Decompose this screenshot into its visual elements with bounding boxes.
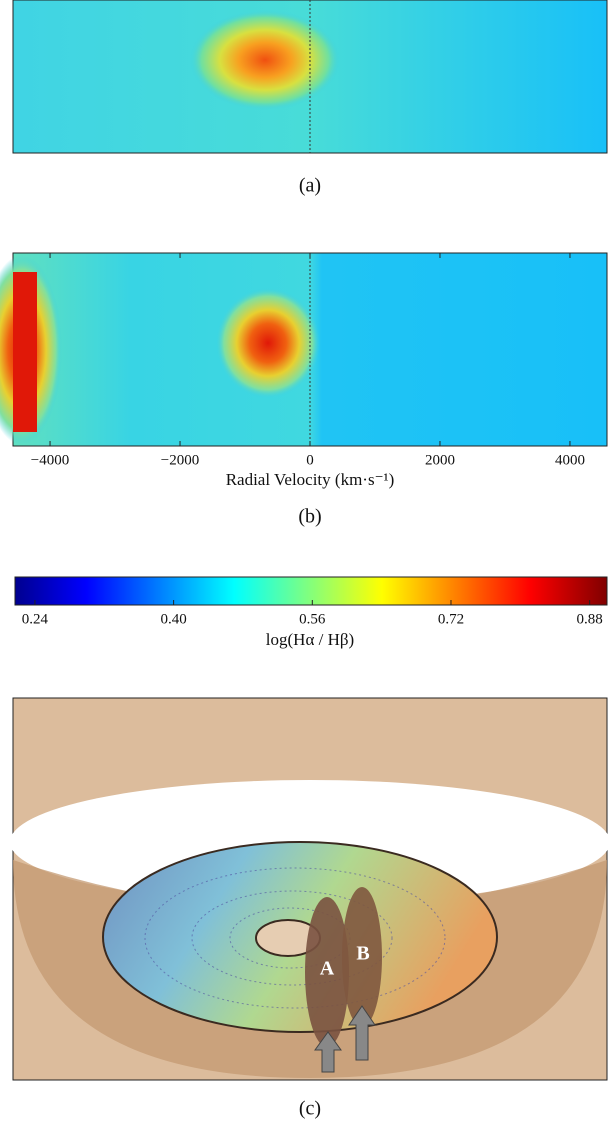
arrow [348, 1005, 376, 1061]
colorbar-label: log(Hα / Hβ) [266, 630, 354, 649]
tick-label: −2000 [161, 452, 199, 468]
tick-label: 0.40 [160, 611, 186, 627]
tick-label: 0.88 [577, 611, 603, 627]
hotspot [190, 10, 340, 110]
tick-label: 0.72 [438, 611, 464, 627]
tick-label: 4000 [555, 452, 585, 468]
arrow [314, 1031, 342, 1073]
tick-label: 0.56 [299, 611, 326, 627]
cloud-label: A [320, 958, 335, 980]
colorbar [14, 576, 608, 606]
tick-label: 2000 [425, 452, 455, 468]
disk-ring [191, 890, 393, 986]
cloud-label: B [356, 943, 369, 965]
cloud [305, 897, 349, 1047]
hotspot [216, 288, 320, 398]
tick-label: −4000 [31, 452, 69, 468]
disk-ring [144, 867, 446, 1009]
tick-label: 0.24 [22, 611, 49, 627]
caption: (c) [299, 1098, 321, 1120]
hotspot [13, 272, 37, 432]
caption: (a) [299, 175, 321, 197]
cloud [342, 887, 382, 1027]
x-axis-label: Radial Velocity (km·s⁻¹) [226, 470, 395, 489]
caption: (b) [298, 506, 321, 528]
tick-label: 0 [306, 452, 314, 468]
